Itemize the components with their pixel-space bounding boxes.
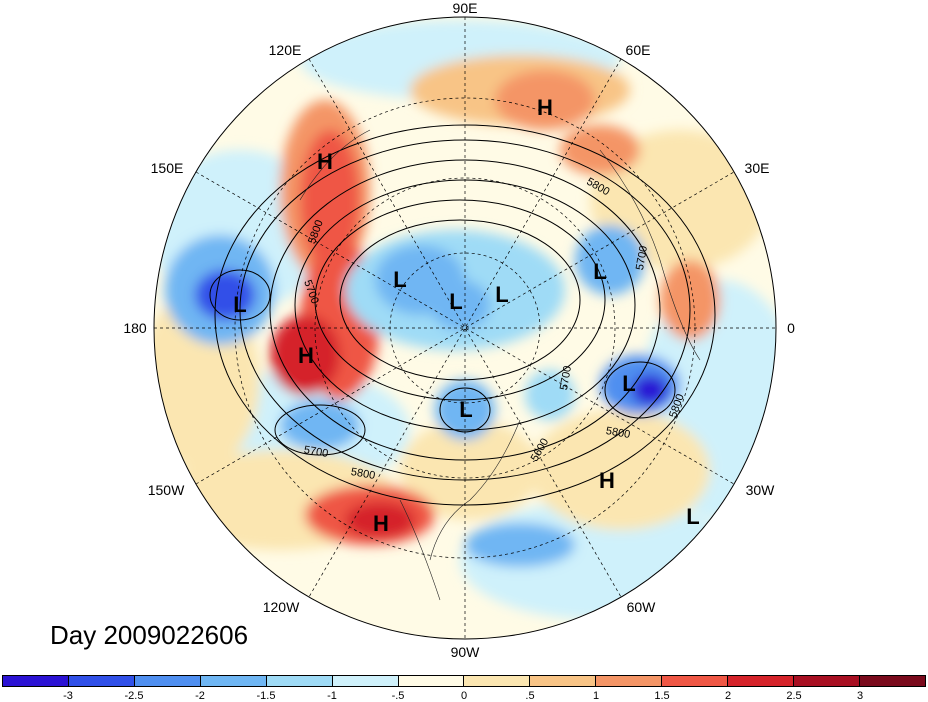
colorbar-swatch xyxy=(794,676,860,686)
lon-label-60e: 60E xyxy=(625,42,651,58)
lon-label-120e: 120E xyxy=(268,42,302,58)
low-pressure-marker: L xyxy=(393,267,407,292)
colorbar-swatch xyxy=(398,676,465,686)
map-boundary xyxy=(153,16,777,640)
anomaly-field xyxy=(154,17,776,639)
graticule xyxy=(154,17,776,639)
colorbar-swatch xyxy=(530,676,597,686)
low-pressure-marker: L xyxy=(459,397,473,422)
low-pressure-marker: L xyxy=(233,292,247,317)
high-pressure-marker: H xyxy=(599,468,615,493)
colorbar-swatch xyxy=(662,676,729,686)
colorbar-tick-label: 1 xyxy=(592,690,600,702)
high-pressure-marker: H xyxy=(373,511,389,536)
colorbar-swatch xyxy=(200,676,267,686)
high-pressure-marker: H xyxy=(537,95,553,120)
colorbar-swatch xyxy=(728,676,795,686)
colorbar-swatch xyxy=(68,676,135,686)
colorbar-tick-label: 1.5 xyxy=(654,690,670,702)
lon-label-30w: 30W xyxy=(745,482,775,498)
high-pressure-marker: H xyxy=(317,149,333,174)
colorbar-swatch xyxy=(266,676,333,686)
colorbar-swatch xyxy=(332,676,399,686)
colorbar-tick-label: -2.5 xyxy=(124,690,144,702)
lon-label-180: 180 xyxy=(123,320,147,336)
low-pressure-marker: L xyxy=(686,504,700,529)
lon-label-90w: 90W xyxy=(450,644,480,660)
colorbar-tick-label: .5 xyxy=(525,690,535,702)
coastlines xyxy=(299,129,701,601)
colorbar-tick-label: -.5 xyxy=(391,690,405,702)
colorbar-tick-label: -3 xyxy=(63,690,73,702)
colorbar-tick-label: -2 xyxy=(195,690,205,702)
colorbar-tick-label: 0 xyxy=(460,690,468,702)
lon-label-150e: 150E xyxy=(150,160,184,176)
lon-label-150w: 150W xyxy=(147,482,185,498)
low-pressure-marker: L xyxy=(593,259,607,284)
colorbar-tick-label: -1 xyxy=(327,690,337,702)
lon-label-30e: 30E xyxy=(744,160,770,176)
colorbar-tick-label: 3 xyxy=(856,690,864,702)
lon-label-60w: 60W xyxy=(626,599,656,615)
colorbar-swatch xyxy=(859,676,925,686)
high-pressure-marker: H xyxy=(298,343,314,368)
colorbar-tick-label: 2 xyxy=(724,690,732,702)
lon-label-90e: 90E xyxy=(452,0,478,16)
colorbar-tick-label: -1.5 xyxy=(256,690,276,702)
low-pressure-marker: L xyxy=(495,282,509,307)
colorbar-swatch xyxy=(596,676,663,686)
date-title: Day 2009022606 xyxy=(50,620,249,650)
lon-label-120w: 120W xyxy=(262,599,300,615)
low-pressure-marker: L xyxy=(449,289,463,314)
lon-label-0: 0 xyxy=(787,320,795,336)
colorbar-swatch xyxy=(464,676,531,686)
low-pressure-marker: L xyxy=(622,371,636,396)
colorbar xyxy=(2,675,926,687)
colorbar-swatch xyxy=(134,676,201,686)
colorbar-swatch xyxy=(3,676,69,686)
colorbar-tick-label: 2.5 xyxy=(786,690,802,702)
